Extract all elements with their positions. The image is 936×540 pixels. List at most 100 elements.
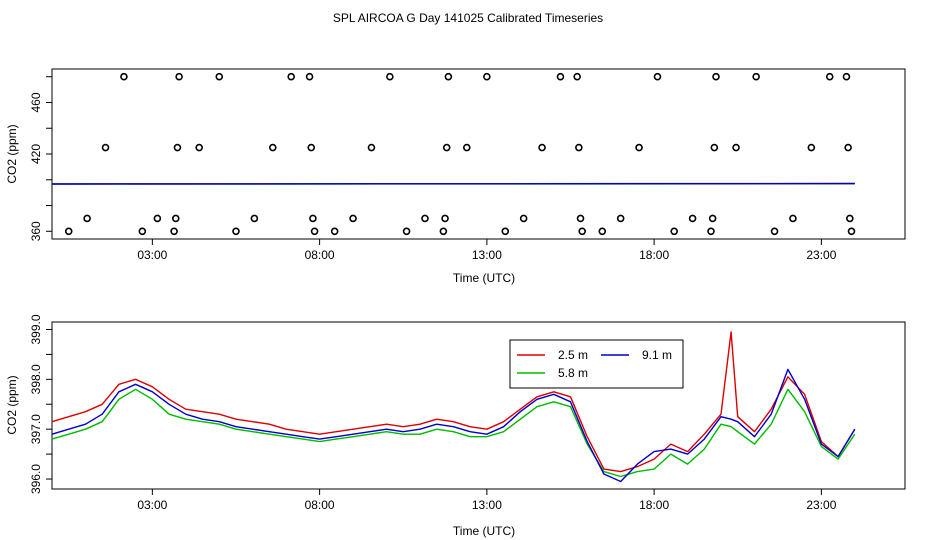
top-y-axis: 360 420 460 [29,76,52,241]
top-data-point [305,72,314,81]
top-data-point [576,214,585,223]
top-data-point [708,214,717,223]
top-data-point [138,227,147,236]
bottom-series [51,331,856,483]
bottom-y-axis: 396.0 397.0 398.0 399.0 [29,314,52,494]
top-x-tick-label: 18:00 [639,248,669,262]
top-y-tick-label: 420 [29,144,43,164]
top-y-tick-label: 460 [29,92,43,112]
top-data-point [501,227,510,236]
bottom-x-tick-label: 08:00 [305,498,335,512]
top-data-point [653,72,662,81]
top-data-point [825,72,834,81]
top-data-point [712,72,720,81]
top-data-point [195,143,203,152]
top-data-point [349,214,357,223]
top-data-point [578,227,586,236]
top-points [64,72,856,236]
bottom-x-axis: 03:00 08:00 13:00 18:00 23:00 [137,489,837,512]
bottom-series-line-5-8-m [51,388,856,478]
bottom-series-line-2-5-m [51,331,856,473]
top-data-point [807,143,816,152]
top-x-tick-label: 03:00 [137,248,167,262]
bottom-x-tick-label: 13:00 [472,498,502,512]
top-data-point [710,143,719,152]
top-y-tick-label: 360 [29,221,43,241]
bottom-x-tick-label: 03:00 [137,498,167,512]
bottom-plot-frame [51,321,906,490]
top-data-point [120,72,128,81]
top-plot-frame [51,68,906,240]
top-data-point [83,214,91,223]
top-data-point [688,214,697,223]
top-data-point [421,214,429,223]
top-data-point [670,227,678,236]
legend-box [509,339,684,389]
legend-label-9-1m: 9.1 m [642,348,672,362]
top-data-point [847,227,856,236]
bottom-x-tick-label: 23:00 [806,498,836,512]
bottom-x-axis-label: Time (UTC) [453,524,515,538]
top-data-point [439,227,448,236]
bottom-x-tick-label: 18:00 [639,498,669,512]
top-y-axis-label: CO2 (ppm) [5,124,19,183]
top-data-point [770,227,779,236]
top-data-point [707,227,715,236]
top-data-point [616,214,625,223]
top-data-point [732,143,740,152]
top-x-tick-label: 23:00 [806,248,836,262]
bottom-series-line-9-1-m [51,368,856,483]
top-data-point [386,72,394,81]
top-data-point [175,72,183,81]
legend-label-5-8m: 5.8 m [558,366,588,380]
top-data-point [367,143,376,152]
top-data-point [575,143,583,152]
top-data-point [309,214,317,223]
top-data-point [842,72,851,81]
top-data-point [330,227,339,236]
top-data-point [268,143,277,152]
top-data-point [441,214,449,223]
top-data-point [402,227,411,236]
bottom-panel: 03:00 08:00 13:00 18:00 23:00 396.0 397.0 398.… [5,314,906,538]
legend: 2.5 m 5.8 m 9.1 m [509,339,684,389]
top-data-point [846,214,854,223]
top-data-point [752,72,760,81]
top-data-point [789,214,797,223]
bottom-y-tick-label: 397.0 [29,414,43,444]
top-data-point [307,143,316,152]
top-x-axis-label: Time (UTC) [453,271,515,285]
top-data-point [519,214,528,223]
legend-label-2-5m: 2.5 m [558,348,588,362]
top-data-point [462,143,471,152]
top-data-point [844,143,852,152]
top-x-axis: 03:00 08:00 13:00 18:00 23:00 [137,239,837,262]
top-data-point [598,227,607,236]
bottom-y-tick-label: 399.0 [29,314,43,344]
top-data-point [287,72,295,81]
top-data-point [444,72,453,81]
top-data-point [170,227,178,236]
top-x-tick-label: 08:00 [305,248,335,262]
top-data-point [250,214,259,223]
top-data-point [215,72,224,81]
top-data-point [556,72,565,81]
top-data-point [483,72,491,81]
top-x-tick-label: 13:00 [472,248,502,262]
top-data-point [573,72,581,81]
bottom-y-axis-label: CO2 (ppm) [5,375,19,434]
top-data-point [538,143,546,152]
top-series [51,182,855,185]
top-panel: 03:00 08:00 13:00 18:00 23:00 360 420 460 Time… [5,68,906,285]
top-data-point [635,143,643,152]
top-data-point [64,227,73,236]
bottom-y-tick-label: 396.0 [29,464,43,494]
bottom-y-tick-label: 398.0 [29,364,43,394]
top-data-point [153,214,162,223]
top-data-point [310,227,319,236]
figure-title: SPL AIRCOA G Day 141025 Calibrated Times… [333,11,603,25]
top-data-point [442,143,451,152]
top-data-point [232,227,240,236]
top-data-point [173,143,182,152]
